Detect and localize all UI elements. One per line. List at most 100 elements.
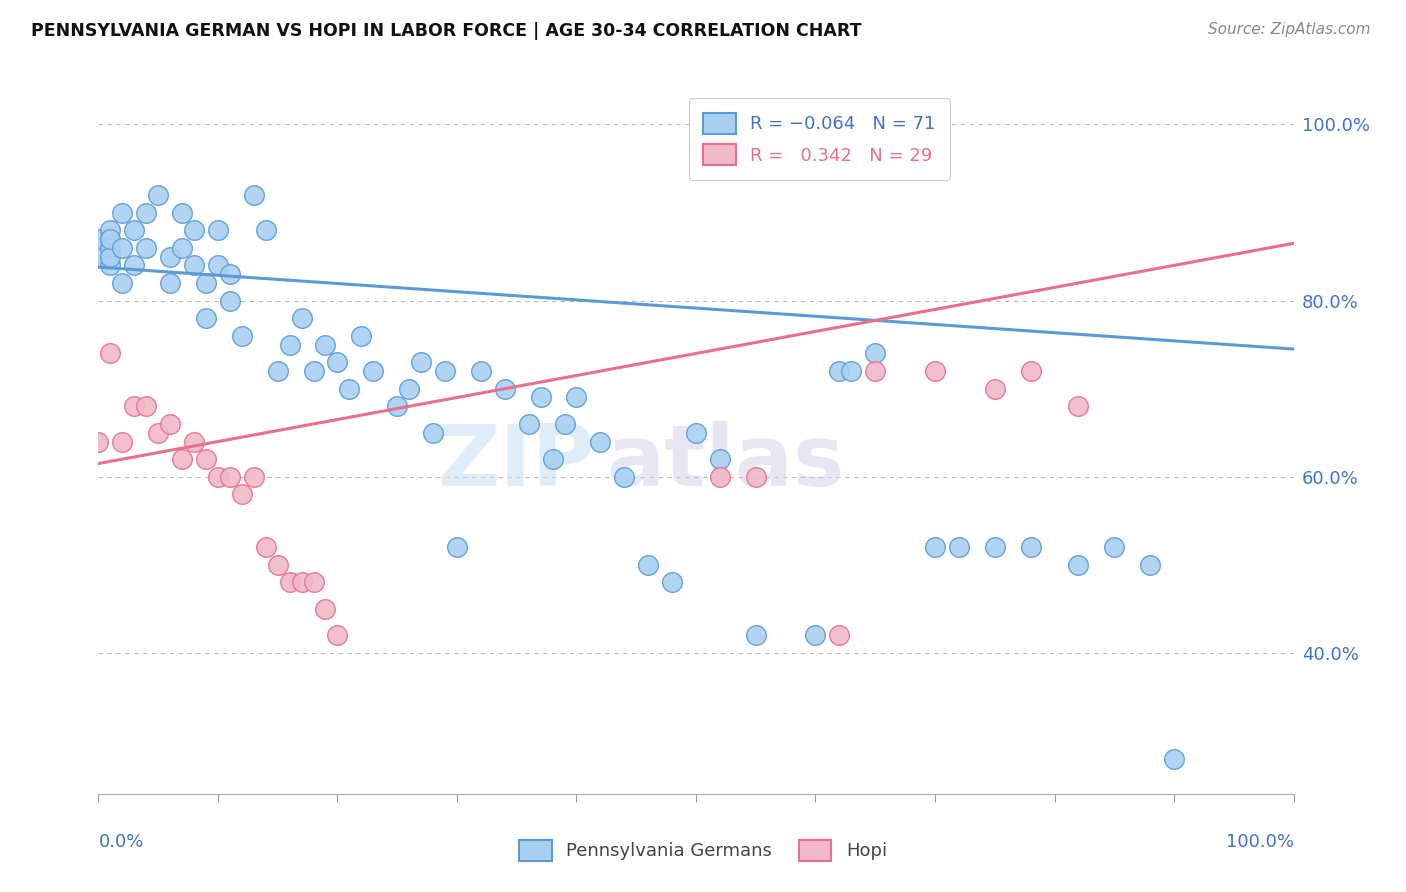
- Text: PENNSYLVANIA GERMAN VS HOPI IN LABOR FORCE | AGE 30-34 CORRELATION CHART: PENNSYLVANIA GERMAN VS HOPI IN LABOR FOR…: [31, 22, 862, 40]
- Point: [183, 434, 205, 449]
- Point: [315, 602, 337, 616]
- Point: [219, 469, 242, 483]
- Point: [1104, 540, 1126, 554]
- Point: [278, 575, 301, 590]
- Point: [446, 540, 468, 554]
- Point: [1019, 364, 1042, 378]
- Point: [434, 364, 457, 378]
- Point: [98, 250, 122, 264]
- Point: [183, 258, 205, 272]
- Point: [637, 558, 659, 572]
- Point: [111, 276, 134, 290]
- Point: [159, 250, 181, 264]
- Point: [924, 540, 946, 554]
- Legend: R = −0.064   N = 71, R =   0.342   N = 29: R = −0.064 N = 71, R = 0.342 N = 29: [689, 98, 950, 179]
- Point: [254, 540, 277, 554]
- Point: [243, 469, 266, 483]
- Point: [267, 364, 290, 378]
- Point: [1163, 751, 1185, 765]
- Point: [411, 355, 433, 369]
- Point: [195, 311, 218, 326]
- Point: [98, 232, 122, 246]
- Point: [841, 364, 863, 378]
- Point: [148, 425, 170, 440]
- Point: [87, 250, 110, 264]
- Text: Source: ZipAtlas.com: Source: ZipAtlas.com: [1208, 22, 1371, 37]
- Point: [709, 452, 731, 467]
- Point: [865, 364, 887, 378]
- Point: [326, 355, 349, 369]
- Point: [709, 469, 731, 483]
- Point: [98, 258, 122, 272]
- Point: [984, 382, 1007, 396]
- Point: [470, 364, 492, 378]
- Point: [661, 575, 683, 590]
- Point: [865, 346, 887, 360]
- Text: ZIP: ZIP: [437, 421, 595, 504]
- Point: [195, 452, 218, 467]
- Point: [159, 276, 181, 290]
- Legend: Pennsylvania Germans, Hopi: Pennsylvania Germans, Hopi: [510, 830, 896, 870]
- Point: [231, 328, 253, 343]
- Point: [219, 267, 242, 281]
- Point: [111, 241, 134, 255]
- Point: [517, 417, 540, 431]
- Point: [135, 399, 157, 413]
- Point: [207, 469, 229, 483]
- Point: [124, 258, 146, 272]
- Point: [183, 223, 205, 237]
- Point: [363, 364, 385, 378]
- Point: [948, 540, 970, 554]
- Point: [159, 417, 181, 431]
- Point: [124, 399, 146, 413]
- Point: [589, 434, 612, 449]
- Point: [326, 628, 349, 642]
- Point: [1067, 399, 1090, 413]
- Point: [541, 452, 564, 467]
- Point: [98, 346, 122, 360]
- Point: [398, 382, 420, 396]
- Point: [195, 276, 218, 290]
- Point: [565, 391, 588, 405]
- Point: [554, 417, 576, 431]
- Point: [924, 364, 946, 378]
- Point: [111, 434, 134, 449]
- Text: 0.0%: 0.0%: [98, 832, 143, 851]
- Point: [494, 382, 516, 396]
- Point: [291, 575, 314, 590]
- Point: [685, 425, 707, 440]
- Point: [1067, 558, 1090, 572]
- Point: [302, 364, 325, 378]
- Point: [828, 364, 851, 378]
- Point: [243, 187, 266, 202]
- Point: [135, 205, 157, 219]
- Point: [98, 241, 122, 255]
- Point: [172, 205, 194, 219]
- Point: [315, 337, 337, 351]
- Text: atlas: atlas: [606, 421, 845, 504]
- Point: [207, 258, 229, 272]
- Point: [828, 628, 851, 642]
- Point: [135, 241, 157, 255]
- Point: [87, 232, 110, 246]
- Point: [350, 328, 373, 343]
- Point: [278, 337, 301, 351]
- Text: 100.0%: 100.0%: [1226, 832, 1294, 851]
- Point: [98, 223, 122, 237]
- Point: [385, 399, 409, 413]
- Point: [1139, 558, 1161, 572]
- Point: [219, 293, 242, 308]
- Point: [302, 575, 325, 590]
- Point: [207, 223, 229, 237]
- Point: [804, 628, 827, 642]
- Point: [613, 469, 636, 483]
- Point: [111, 205, 134, 219]
- Point: [1019, 540, 1042, 554]
- Point: [422, 425, 444, 440]
- Point: [148, 187, 170, 202]
- Point: [984, 540, 1007, 554]
- Point: [339, 382, 361, 396]
- Point: [254, 223, 277, 237]
- Point: [267, 558, 290, 572]
- Point: [172, 241, 194, 255]
